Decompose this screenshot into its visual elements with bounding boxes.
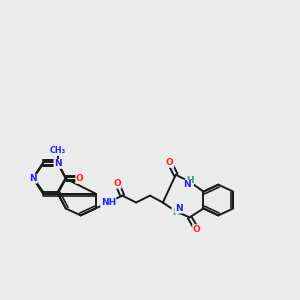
Text: N: N [29, 174, 37, 183]
Text: O: O [166, 158, 174, 167]
Text: O: O [113, 179, 121, 188]
Text: H: H [172, 208, 180, 217]
Text: N: N [175, 204, 182, 213]
Text: N: N [54, 159, 62, 168]
Text: CH₃: CH₃ [50, 146, 66, 155]
Text: NH: NH [101, 198, 116, 207]
Text: O: O [76, 174, 83, 183]
Text: O: O [193, 225, 200, 234]
Text: H: H [186, 176, 194, 185]
Text: N: N [183, 180, 190, 189]
